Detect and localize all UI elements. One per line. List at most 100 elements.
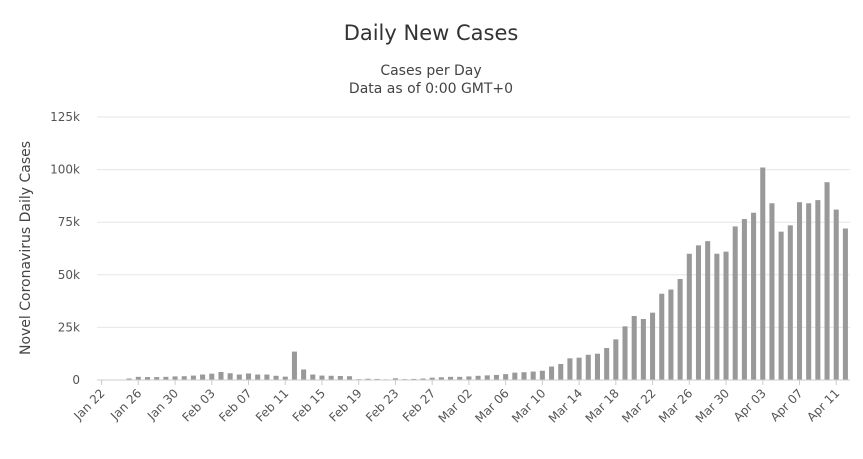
bar <box>209 373 215 380</box>
bar <box>282 376 288 380</box>
bar <box>796 202 803 380</box>
bar <box>585 354 591 380</box>
x-tick-label: Feb 19 <box>326 386 364 424</box>
chart-subtitle-line-2: Data as of 0:00 GMT+0 <box>349 81 513 97</box>
x-tick-label: Feb 15 <box>290 386 328 424</box>
bar <box>659 293 665 380</box>
bar <box>227 373 233 380</box>
y-tick-label: 25k <box>58 320 80 334</box>
y-tick-label: 100k <box>50 163 80 177</box>
bar <box>778 231 784 380</box>
x-tick-label: Apr 03 <box>731 386 769 424</box>
bar <box>787 225 793 380</box>
bar <box>751 212 757 380</box>
x-tick-label: Feb 23 <box>363 386 401 424</box>
x-tick-label: Apr 11 <box>804 386 842 424</box>
bar <box>475 375 481 380</box>
bar <box>347 376 353 380</box>
bar <box>310 374 316 380</box>
bar <box>760 167 766 380</box>
bar <box>521 372 527 380</box>
x-tick-label: Feb 27 <box>400 386 438 424</box>
bar <box>365 378 371 380</box>
bar <box>530 371 536 380</box>
x-tick-label: Mar 18 <box>583 386 622 425</box>
bar <box>604 348 610 380</box>
x-tick-label: Mar 10 <box>509 386 548 425</box>
bar <box>172 376 178 380</box>
x-tick-label: Mar 02 <box>436 386 475 425</box>
x-tick-label: Jan 30 <box>144 386 181 423</box>
bar <box>301 369 307 380</box>
bar <box>218 372 224 380</box>
bar <box>411 378 417 380</box>
bar <box>466 376 472 380</box>
bar <box>163 376 169 380</box>
x-tick-label: Mar 14 <box>546 386 585 425</box>
y-tick-label: 0 <box>72 373 80 387</box>
bar <box>448 376 454 380</box>
bar <box>567 358 573 380</box>
bar <box>640 318 646 380</box>
bar <box>558 364 564 380</box>
bar <box>273 375 279 380</box>
bar <box>824 182 830 380</box>
y-tick-label: 50k <box>58 268 80 282</box>
bar <box>420 378 426 380</box>
x-tick-label: Mar 06 <box>472 386 511 425</box>
y-tick-label: 125k <box>50 110 80 124</box>
bar <box>135 376 141 380</box>
bar <box>374 378 380 380</box>
bar <box>732 226 738 380</box>
bar <box>622 326 628 380</box>
bar <box>842 228 848 380</box>
bar <box>154 377 160 380</box>
bar <box>668 289 674 380</box>
bar <box>650 312 656 380</box>
bar <box>144 377 151 380</box>
x-tick-label: Mar 30 <box>693 386 732 425</box>
x-tick-label: Feb 07 <box>216 386 254 424</box>
bar <box>815 200 821 380</box>
bar <box>236 374 242 380</box>
bar <box>631 316 637 380</box>
bar <box>200 374 206 380</box>
bar <box>245 373 252 380</box>
bar <box>613 339 619 380</box>
bar <box>429 377 435 380</box>
bar <box>512 372 518 380</box>
x-tick-label: Jan 22 <box>71 386 108 423</box>
bar <box>264 374 270 380</box>
bar <box>594 353 600 380</box>
bar <box>484 375 490 380</box>
bar <box>126 378 132 380</box>
bar <box>328 375 334 380</box>
bar <box>392 378 398 380</box>
bar <box>181 376 187 380</box>
x-tick-label: Feb 03 <box>179 386 217 424</box>
bar <box>705 241 711 380</box>
bar <box>438 377 444 380</box>
chart-subtitle-line-1: Cases per Day <box>380 63 481 79</box>
bar <box>741 219 747 380</box>
bars <box>108 167 848 380</box>
bar <box>539 370 545 380</box>
bar <box>806 203 812 380</box>
bar <box>714 253 720 380</box>
bar <box>723 251 729 380</box>
x-tick-label: Jan 26 <box>107 386 144 423</box>
bar <box>576 357 582 380</box>
bar <box>549 366 555 380</box>
x-tick-label: Mar 22 <box>619 386 658 425</box>
x-tick-label: Mar 26 <box>656 386 695 425</box>
y-axis-label: Novel Coronavirus Daily Cases <box>18 141 34 355</box>
y-axis-ticks: 0 25k 50k 75k 100k 125k <box>50 110 80 387</box>
bar <box>493 374 499 380</box>
bar <box>695 245 702 380</box>
bar <box>319 375 325 380</box>
x-tick-label: Feb 11 <box>253 386 291 424</box>
bar <box>255 374 261 380</box>
x-tick-label: Apr 07 <box>768 386 806 424</box>
